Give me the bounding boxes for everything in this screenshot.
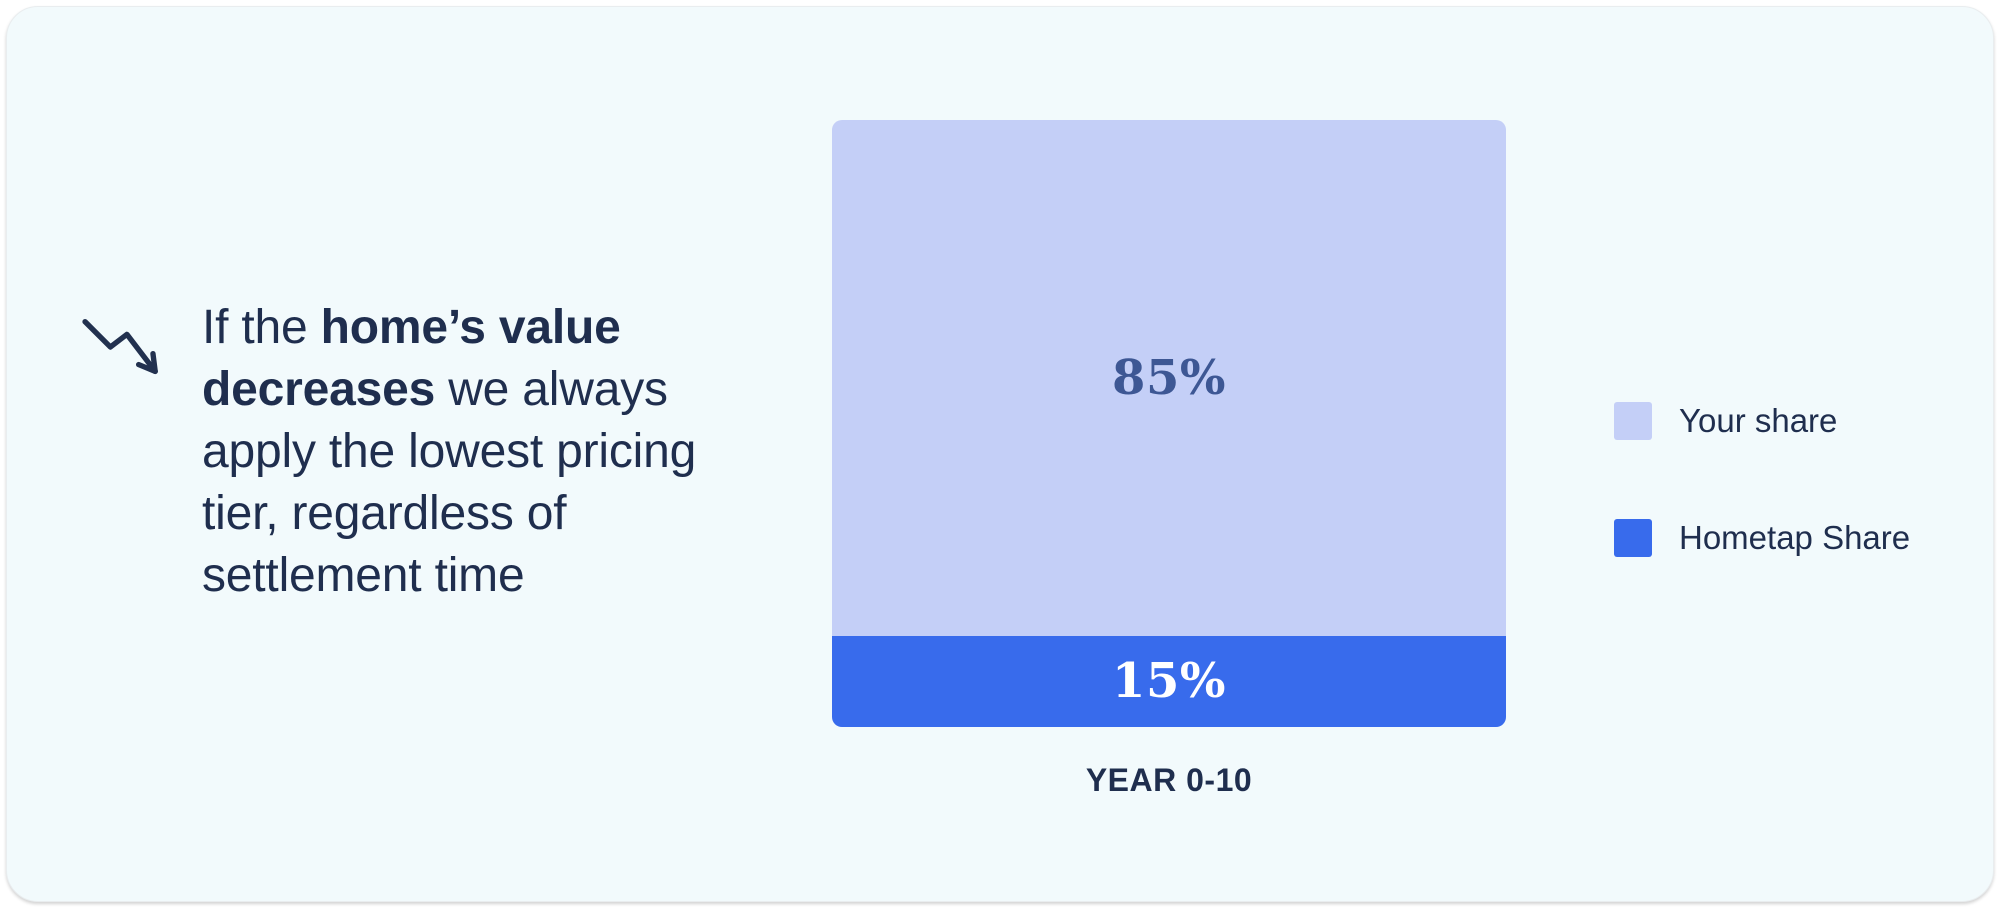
pricing-card: If the home’s value decreases we always … (6, 6, 1994, 902)
hometap-share-value-label: 15% (1112, 653, 1226, 710)
chart-legend: Your share Hometap Share (1614, 402, 1910, 557)
stacked-bar-chart: 85% 15% (832, 120, 1506, 727)
callout-text: If the home’s value decreases we always … (202, 297, 762, 607)
trend-down-icon (82, 319, 158, 375)
callout-text-bold: home’s value decreases (202, 301, 621, 416)
hometap-share-bar-segment: 15% (832, 635, 1506, 727)
your-share-bar-segment: 85% (832, 120, 1506, 636)
callout-text-suffix: we always apply the lowest pricing tier,… (202, 363, 697, 602)
hometap-share-legend-label: Hometap Share (1679, 519, 1911, 556)
callout-text-prefix: If the (202, 301, 321, 354)
your-share-swatch (1614, 402, 1652, 440)
your-share-value-label: 85% (1112, 349, 1226, 406)
legend-item-hometap-share: Hometap Share (1614, 519, 1910, 557)
hometap-share-swatch (1614, 519, 1652, 557)
your-share-legend-label: Your share (1679, 402, 1838, 439)
x-axis-label: YEAR 0-10 (1085, 762, 1253, 798)
legend-item-your-share: Your share (1614, 402, 1910, 440)
